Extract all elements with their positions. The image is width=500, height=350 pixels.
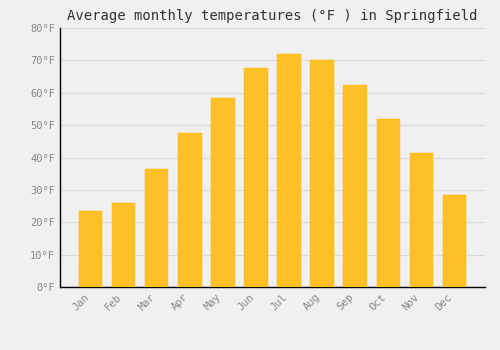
Bar [178,133,202,287]
Bar [212,98,234,287]
Bar [244,69,268,287]
Bar [310,60,334,287]
Bar [442,195,466,287]
Bar [112,203,136,287]
Bar [146,169,169,287]
Title: Average monthly temperatures (°F ) in Springfield: Average monthly temperatures (°F ) in Sp… [68,9,478,23]
Bar [278,54,300,287]
Bar [410,153,432,287]
Bar [80,211,102,287]
Bar [344,85,366,287]
Bar [376,119,400,287]
